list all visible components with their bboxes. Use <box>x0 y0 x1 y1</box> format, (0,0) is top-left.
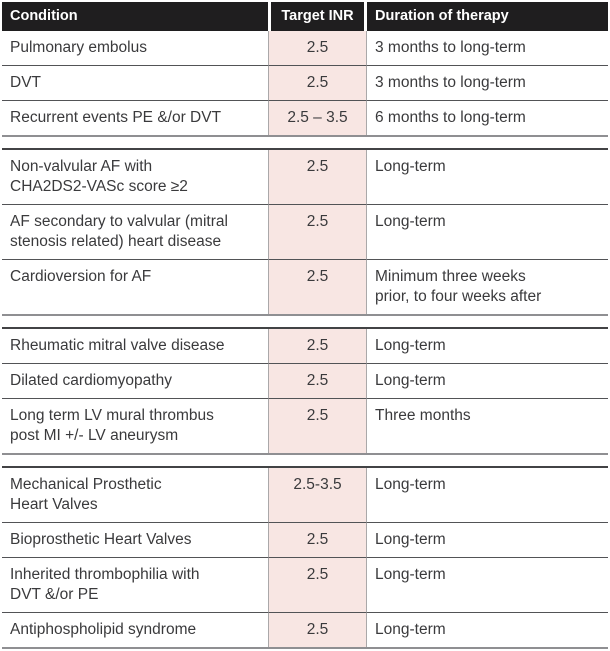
target-inr-cell: 2.5-3.5 <box>268 468 367 523</box>
condition-cell: Recurrent events PE &/or DVT <box>10 109 222 126</box>
duration-cell: Minimum three weeks prior, to four weeks… <box>375 268 542 305</box>
column-header-condition: Condition <box>2 2 268 31</box>
duration-cell: 3 months to long-term <box>367 31 608 66</box>
target-inr-cell: 2.5 <box>268 558 367 613</box>
condition-cell: Dilated cardiomyopathy <box>2 364 268 399</box>
duration-cell: 3 months to long-term <box>367 66 608 101</box>
section-table: Mechanical Prosthetic Heart Valves 2.5-3.… <box>2 466 608 649</box>
section-body: Rheumatic mitral valve disease 2.5 Long-te… <box>2 329 608 453</box>
section-table: Non-valvular AF with CHA2DS2-VASc score … <box>2 148 608 316</box>
target-inr-cell: 2.5 <box>268 364 367 399</box>
condition-cell: DVT <box>2 66 268 101</box>
target-inr-cell: 2.5 <box>268 613 367 647</box>
duration-cell: Long-term <box>367 468 608 523</box>
condition-cell: Bioprosthetic Heart Valves <box>2 523 268 558</box>
condition-cell: Inherited thrombophilia with DVT &/or PE <box>2 558 268 613</box>
duration-cell: Long-term <box>367 523 608 558</box>
duration-cell: Three months <box>375 407 471 424</box>
condition-cell: Pulmonary embolus <box>2 31 268 66</box>
condition-cell: Mechanical Prosthetic Heart Valves <box>2 468 268 523</box>
table-row: Inherited thrombophilia with DVT &/or PE… <box>2 558 608 613</box>
table-row: Mechanical Prosthetic Heart Valves 2.5-3.… <box>2 468 608 523</box>
target-inr-cell: 2.5 – 3.5 <box>268 101 367 135</box>
duration-cell: Long-term <box>367 558 608 613</box>
column-header-duration-of-therapy: Duration of therapy <box>367 2 608 31</box>
duration-cell: Long-term <box>367 150 608 205</box>
table-row: Rheumatic mitral valve disease 2.5 Long-te… <box>2 329 608 364</box>
duration-cell: Long-term <box>367 329 608 364</box>
target-inr-cell: 2.5 <box>268 260 367 314</box>
target-inr-cell: 2.5 <box>268 523 367 558</box>
column-header-target-inr: Target INR <box>268 2 367 31</box>
condition-cell: Rheumatic mitral valve disease <box>2 329 268 364</box>
table-row: DVT 2.5 3 months to long-term <box>2 66 608 101</box>
target-inr-cell: 2.5 <box>268 205 367 260</box>
section-table: Rheumatic mitral valve disease 2.5 Long-te… <box>2 327 608 455</box>
table-row: Pulmonary embolus 2.5 3 months to long-ter… <box>2 31 608 66</box>
condition-cell: Antiphospholipid syndrome <box>10 621 197 638</box>
table-row: Bioprosthetic Heart Valves 2.5 Long-term <box>2 523 608 558</box>
duration-cell: Long-term <box>367 205 608 260</box>
target-inr-cell: 2.5 <box>268 150 367 205</box>
section-body: Pulmonary embolus 2.5 3 months to long-ter… <box>2 31 608 135</box>
section-body: Non-valvular AF with CHA2DS2-VASc score … <box>2 150 608 314</box>
target-inr-cell: 2.5 <box>268 66 367 101</box>
table-row: Long term LV mural thrombus post MI +/- … <box>2 399 608 453</box>
target-inr-cell: 2.5 <box>268 399 367 453</box>
section-table: Condition Target INR Duration of therapy… <box>2 2 608 137</box>
header-row: Condition Target INR Duration of therapy <box>2 2 608 31</box>
condition-cell: AF secondary to valvular (mitral stenosi… <box>2 205 268 260</box>
condition-cell: Non-valvular AF with CHA2DS2-VASc score … <box>2 150 268 205</box>
table-row: AF secondary to valvular (mitral stenosi… <box>2 205 608 260</box>
table-row: Cardioversion for AF 2.5 Minimum three wee… <box>2 260 608 314</box>
duration-cell: Long-term <box>375 621 446 638</box>
table-row: Recurrent events PE &/or DVT 2.5 – 3.5 6 m… <box>2 101 608 135</box>
condition-cell: Long term LV mural thrombus post MI +/- … <box>10 407 214 444</box>
duration-cell: Long-term <box>367 364 608 399</box>
duration-cell: 6 months to long-term <box>375 109 526 126</box>
table-row: Antiphospholipid syndrome 2.5 Long-term <box>2 613 608 647</box>
table-row: Dilated cardiomyopathy 2.5 Long-term <box>2 364 608 399</box>
target-inr-cell: 2.5 <box>268 329 367 364</box>
section-body: Mechanical Prosthetic Heart Valves 2.5-3.… <box>2 468 608 647</box>
table-row: Non-valvular AF with CHA2DS2-VASc score … <box>2 150 608 205</box>
target-inr-cell: 2.5 <box>268 31 367 66</box>
condition-cell: Cardioversion for AF <box>10 268 152 285</box>
